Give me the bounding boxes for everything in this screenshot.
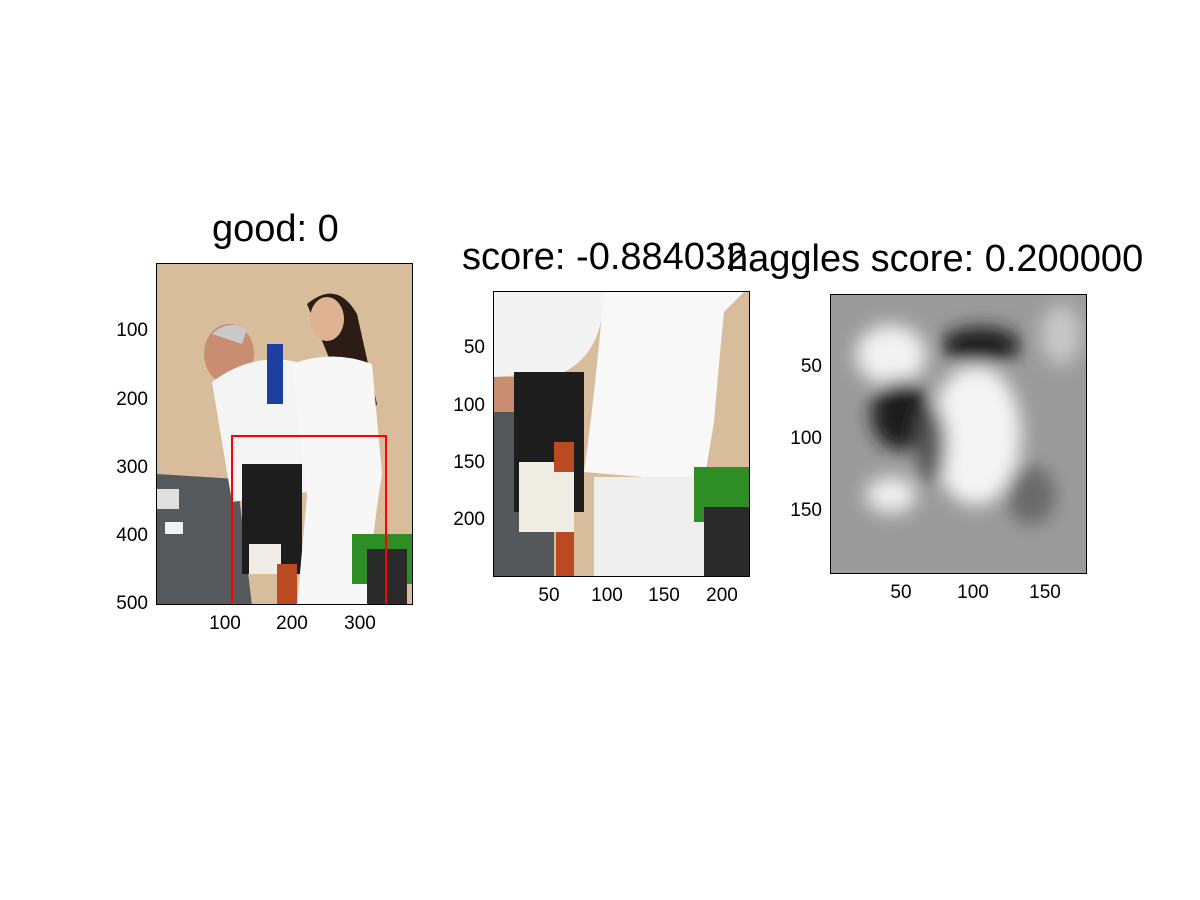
panel3-ytick: 100: [790, 428, 822, 449]
panel1-xtick: 300: [344, 613, 376, 634]
panel2-xtick: 200: [706, 585, 738, 606]
panel1-ytick: 100: [116, 320, 148, 341]
panel1-xtick: 100: [209, 613, 241, 634]
panel3-heatmap: [831, 295, 1086, 573]
panel2-xtick: 100: [591, 585, 623, 606]
panel1-title: good: 0: [212, 208, 339, 250]
bounding-box: [231, 435, 387, 604]
panel2-xtick: 150: [648, 585, 680, 606]
panel1-xtick: 200: [276, 613, 308, 634]
panel2-ytick: 150: [453, 452, 485, 473]
panel3-ytick: 50: [800, 356, 822, 377]
panel2-title: score: -0.884032: [462, 236, 748, 278]
panel2-ytick: 50: [463, 337, 485, 358]
panel3-xtick: 50: [890, 582, 912, 603]
panel3-xtick: 100: [957, 582, 989, 603]
panel3-ytick: 150: [790, 500, 822, 521]
panel1-image: [156, 263, 413, 605]
panel1-ytick: 300: [116, 457, 148, 478]
panel1-photo: [157, 264, 412, 604]
panel2-photo: [494, 292, 749, 576]
panel3-xtick: 150: [1029, 582, 1061, 603]
panel2-ytick: 100: [453, 395, 485, 416]
panel1-ytick: 400: [116, 525, 148, 546]
panel3-image: [830, 294, 1087, 574]
panel2-ytick: 200: [453, 509, 485, 530]
panel1-ytick: 200: [116, 389, 148, 410]
panel3-title: haggles score: 0.200000: [727, 238, 1144, 280]
panel1-ytick: 500: [116, 593, 148, 614]
panel2-xtick: 50: [538, 585, 560, 606]
panel2-image: [493, 291, 750, 577]
